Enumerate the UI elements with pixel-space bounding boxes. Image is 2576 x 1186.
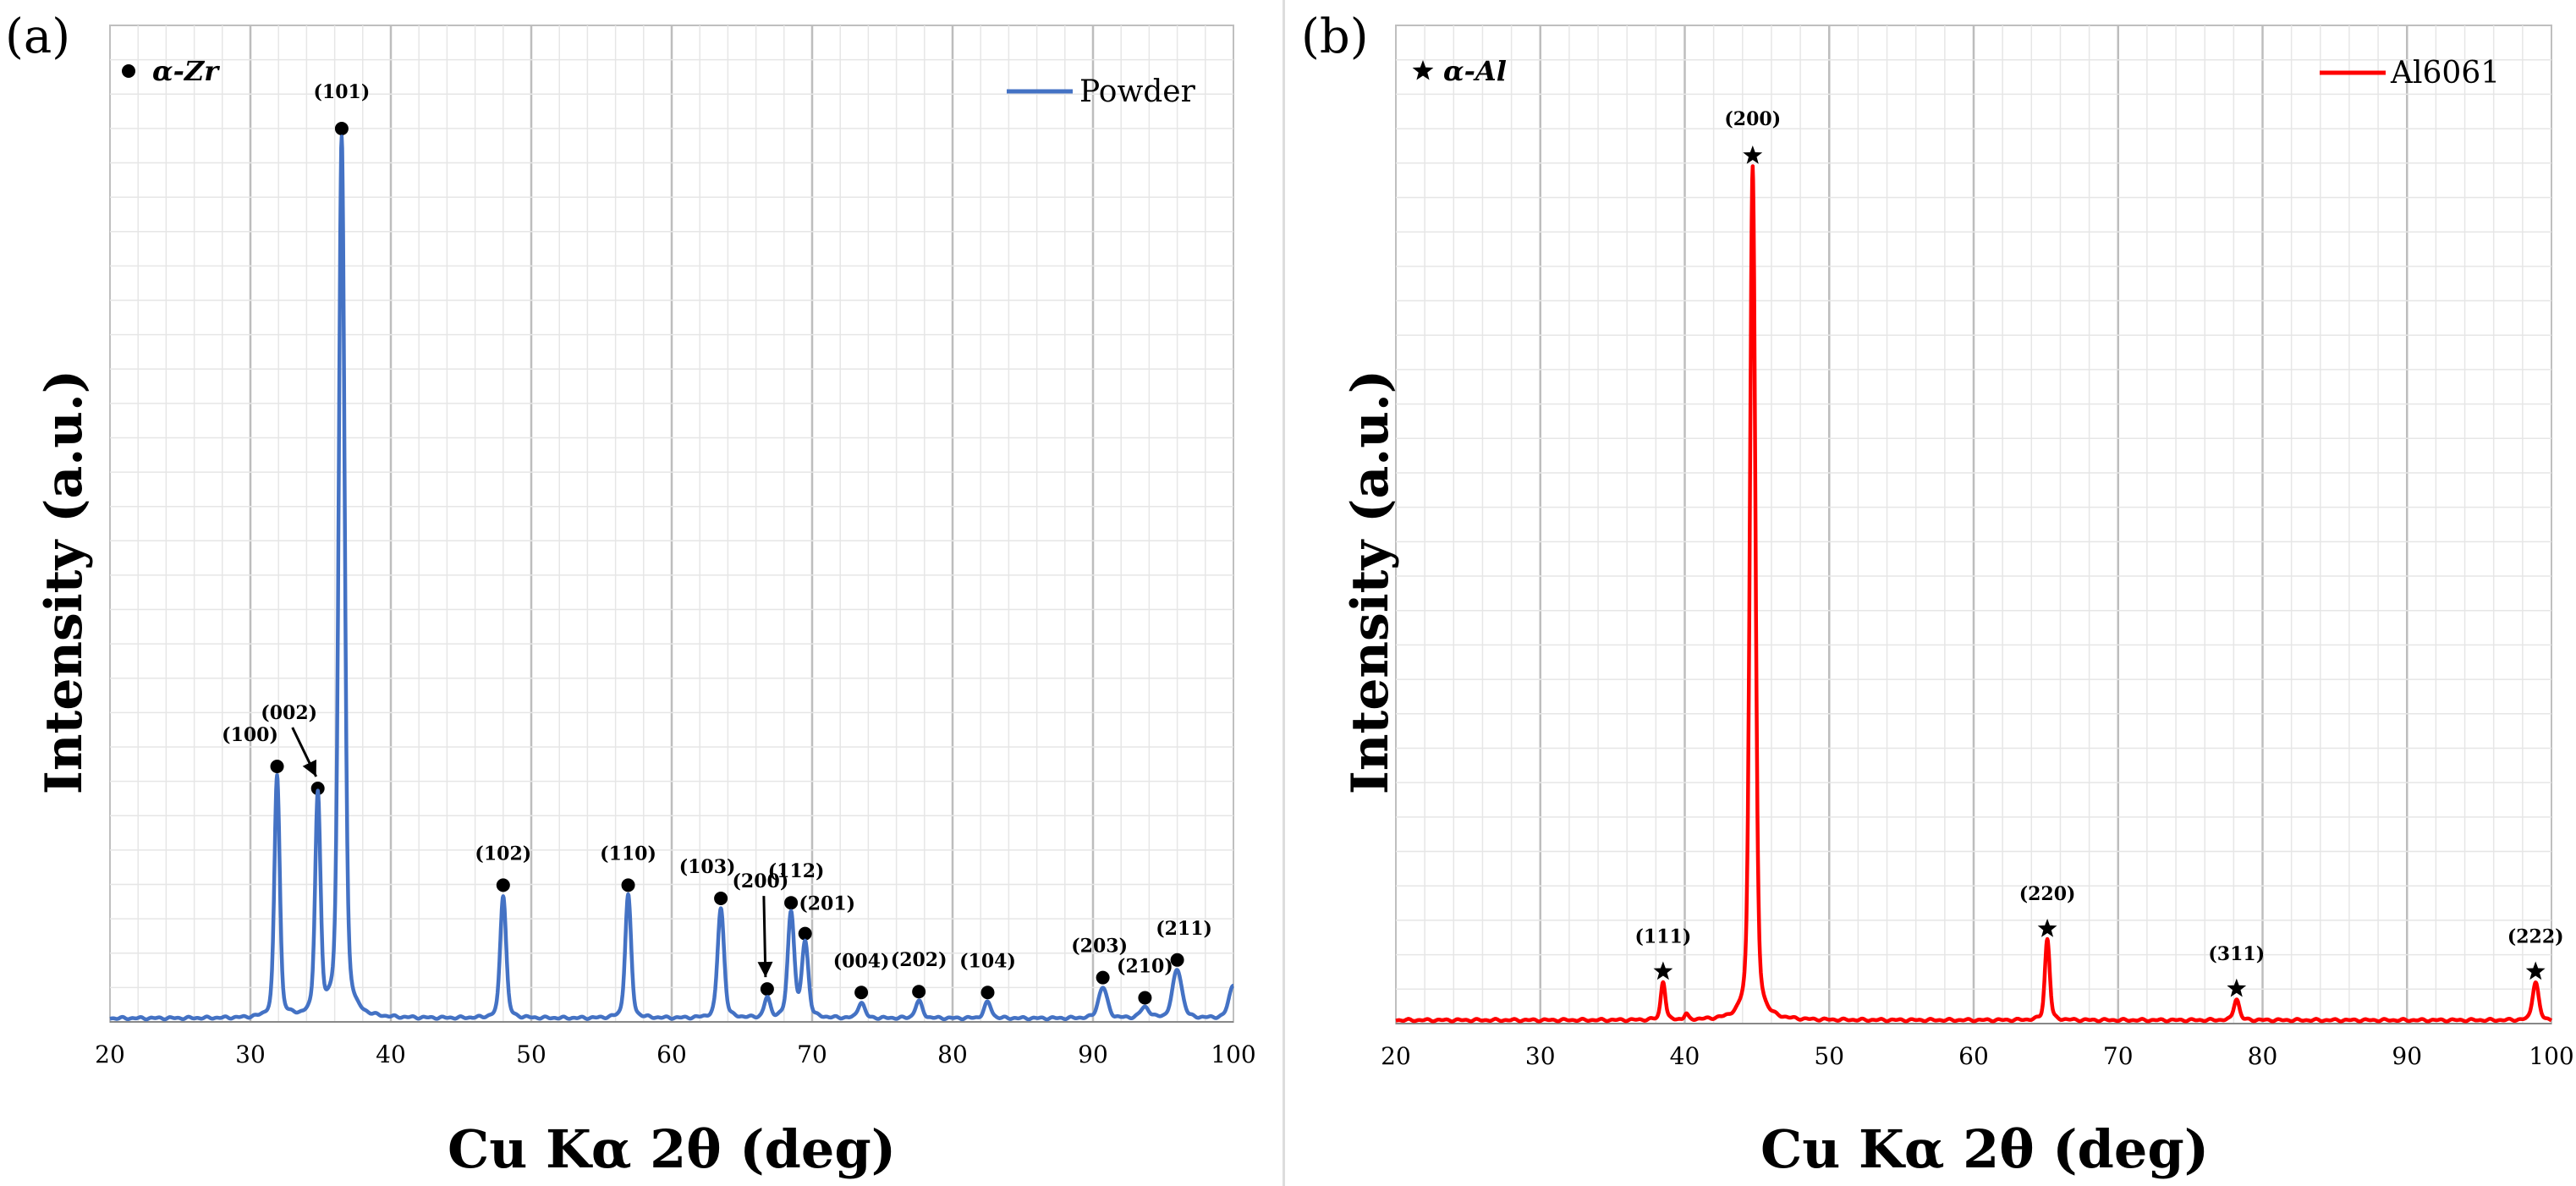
peak-label: (200) [1724,108,1781,130]
peak-label: (004) [833,950,890,972]
legend-a: Powder [1007,74,1196,109]
x-tick-label: 60 [1958,1042,1989,1070]
x-tick-label: 80 [937,1040,968,1068]
peak-marker [2037,919,2057,937]
legend-label-al6061: Al6061 [2390,56,2500,91]
peak-label: (110) [600,843,656,865]
phase-circle-icon [122,64,135,78]
x-tick-label: 90 [2392,1042,2422,1070]
peak-label: (211) [1156,918,1212,940]
peak-label: (201) [799,893,855,915]
phase-label-b: α-Al [1443,55,1507,87]
phase-key-b: α-Al [1412,55,1507,87]
peak-marker [760,982,774,997]
peak-marker [912,985,926,999]
x-tick-label: 40 [1670,1042,1700,1070]
peak-marker [798,926,812,941]
x-axis-label-a: Cu Kα 2θ (deg) [448,1118,896,1180]
panel-letter-b: (b) [1301,9,1369,64]
x-tick-label: 80 [2248,1042,2278,1070]
y-axis-label-a: Intensity (a.u.) [35,370,94,794]
peak-annotations-b: (111) (200) (220) (311) (222) [1635,108,2564,997]
phase-key-a: α-Zr [122,55,220,87]
peak-label: (101) [314,81,371,103]
x-tick-label: 70 [797,1040,827,1068]
peak-annotations-a: (100)(002) (101) (102) (110) (103)(200)(112)… [222,81,1212,1005]
peak-marker [1743,146,1763,164]
peak-marker [621,878,635,892]
peak-label: (002) [261,702,317,724]
peak-label: (202) [891,949,947,971]
peak-marker [854,986,869,1000]
peak-label: (222) [2507,926,2564,948]
peak-marker [334,122,349,135]
x-tick-label: 30 [1525,1042,1556,1070]
peak-label: (203) [1071,936,1128,958]
peak-label: (200) [733,870,789,892]
peak-marker [714,892,728,905]
powder-series-line [108,135,1235,1022]
peak-label: (100) [222,724,278,746]
x-tick-labels-a: 20 30 40 50 60 70 80 90 100 [95,1040,1256,1068]
grid-b [1395,25,2552,1024]
peak-marker [310,782,325,795]
legend-label-powder: Powder [1079,74,1196,109]
peak-marker [1653,961,1673,980]
phase-star-icon [1412,60,1434,80]
peak-marker [784,896,799,910]
peak-marker [496,878,510,892]
peak-marker [1170,953,1184,967]
x-tick-label: 40 [376,1040,406,1068]
x-axis-label-b: Cu Kα 2θ (deg) [1760,1118,2209,1180]
x-tick-label: 100 [1211,1040,1255,1068]
x-tick-label: 50 [516,1040,547,1068]
peak-marker [1096,970,1110,985]
peak-label: (210) [1117,956,1173,978]
peak-label: (103) [679,856,736,878]
peak-label: (311) [2208,943,2265,965]
peak-marker [1138,991,1152,1005]
peak-label: (102) [475,843,531,865]
x-tick-label: 100 [2529,1042,2573,1070]
x-tick-labels-b: 20 30 40 50 60 70 80 90 100 [1381,1042,2574,1070]
grid-a [109,25,1234,1023]
panel-letter-a: (a) [5,9,70,64]
chart-panel-b: (b) (111) (200) (220) (311) (222) 20 30 40 50 60… [1301,9,2574,1180]
arrow-head-icon [302,759,316,777]
peak-marker [2227,978,2247,997]
y-axis-label-b: Intensity (a.u.) [1341,370,1400,794]
peak-marker [270,760,284,773]
panel-divider [1283,0,1285,1186]
peak-label: (220) [2019,883,2076,905]
x-tick-label: 60 [656,1040,687,1068]
peak-label: (104) [959,950,1016,972]
peak-marker [980,986,995,1000]
x-tick-label: 30 [235,1040,266,1068]
x-tick-label: 90 [1078,1040,1108,1068]
peak-marker [2525,961,2546,980]
x-tick-label: 20 [95,1040,125,1068]
x-tick-label: 50 [1814,1042,1844,1070]
phase-label-a: α-Zr [152,55,220,87]
x-tick-label: 70 [2103,1042,2134,1070]
legend-b: Al6061 [2320,56,2500,91]
chart-panel-a: (a) (100)(002)(101)(102) (110)(103)(200)(… [5,9,1256,1180]
peak-label: (111) [1635,926,1692,948]
x-tick-label: 20 [1381,1042,1411,1070]
arrow-head-icon [757,961,773,978]
peak-label: (112) [768,860,825,882]
al6061-series-line [1394,164,2553,1024]
